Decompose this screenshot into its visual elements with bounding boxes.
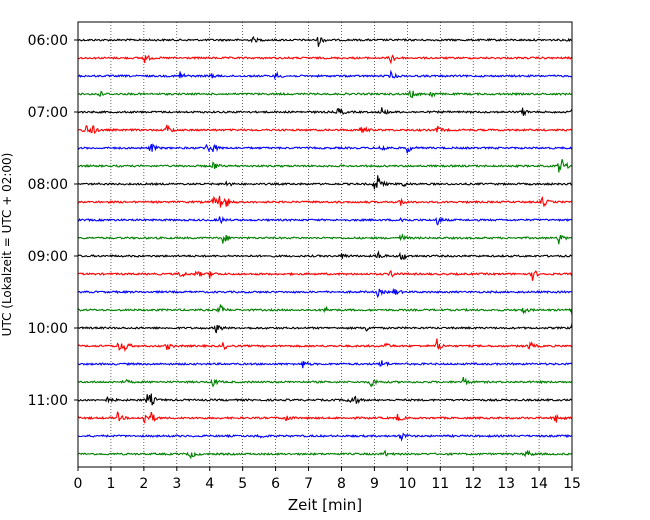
- x-tick-label: 14: [530, 476, 548, 492]
- trace-line: [77, 54, 573, 65]
- x-tick-label: 0: [74, 476, 83, 492]
- trace-line: [77, 215, 573, 226]
- x-tick-label: 8: [337, 476, 346, 492]
- x-tick-label: 3: [172, 476, 181, 492]
- trace-line: [77, 69, 573, 81]
- trace-line: [77, 250, 573, 261]
- x-axis-label: Zeit [min]: [288, 496, 362, 514]
- x-tick-label: 6: [271, 476, 280, 492]
- trace-line: [77, 338, 573, 353]
- y-tick-label: 09:00: [28, 249, 68, 265]
- trace-line: [77, 432, 573, 443]
- x-tick-label: 7: [304, 476, 313, 492]
- x-tick-label: 15: [563, 476, 581, 492]
- trace-line: [77, 304, 573, 316]
- trace-line: [77, 159, 573, 173]
- trace-line: [77, 323, 573, 334]
- x-tick-label: 11: [431, 476, 449, 492]
- y-tick-label: 07:00: [28, 105, 68, 121]
- trace-line: [77, 411, 573, 424]
- x-tick-label: 1: [106, 476, 115, 492]
- x-axis: 0 1 2 3 4 5 6 7 8 9 10 11 12 13 14 15: [74, 467, 581, 492]
- x-tick-label: 9: [370, 476, 379, 492]
- trace-line: [77, 124, 572, 135]
- trace-line: [77, 89, 573, 99]
- x-tick-label: 5: [238, 476, 247, 492]
- trace-line: [78, 360, 573, 369]
- trace-line: [77, 449, 573, 460]
- y-axis-label: UTC (Lokalzeit = UTC + 02:00): [0, 153, 14, 337]
- x-tick-label: 12: [464, 476, 482, 492]
- y-tick-label: 08:00: [28, 177, 68, 193]
- x-tick-label: 13: [497, 476, 515, 492]
- plot-frame: [77, 21, 573, 468]
- x-tick-label: 2: [139, 476, 148, 492]
- trace-line: [77, 376, 573, 388]
- trace-line: [77, 143, 573, 154]
- y-axis: 06:00 07:00 08:00 09:00 10:00 11:00: [28, 33, 78, 409]
- x-tick-label: 10: [398, 476, 416, 492]
- y-tick-label: 10:00: [28, 321, 68, 337]
- vertical-grid: [110, 22, 540, 467]
- x-tick-label: 4: [205, 476, 214, 492]
- trace-line: [77, 175, 573, 190]
- trace-line: [77, 233, 573, 245]
- trace-line: [77, 35, 573, 47]
- y-tick-label: 06:00: [28, 33, 68, 49]
- y-tick-label: 11:00: [28, 393, 68, 409]
- trace-line: [77, 195, 573, 208]
- trace-line: [77, 269, 573, 281]
- traces: [77, 35, 573, 460]
- trace-line: [77, 287, 573, 299]
- trace-line: [77, 393, 573, 406]
- trace-line: [77, 107, 573, 117]
